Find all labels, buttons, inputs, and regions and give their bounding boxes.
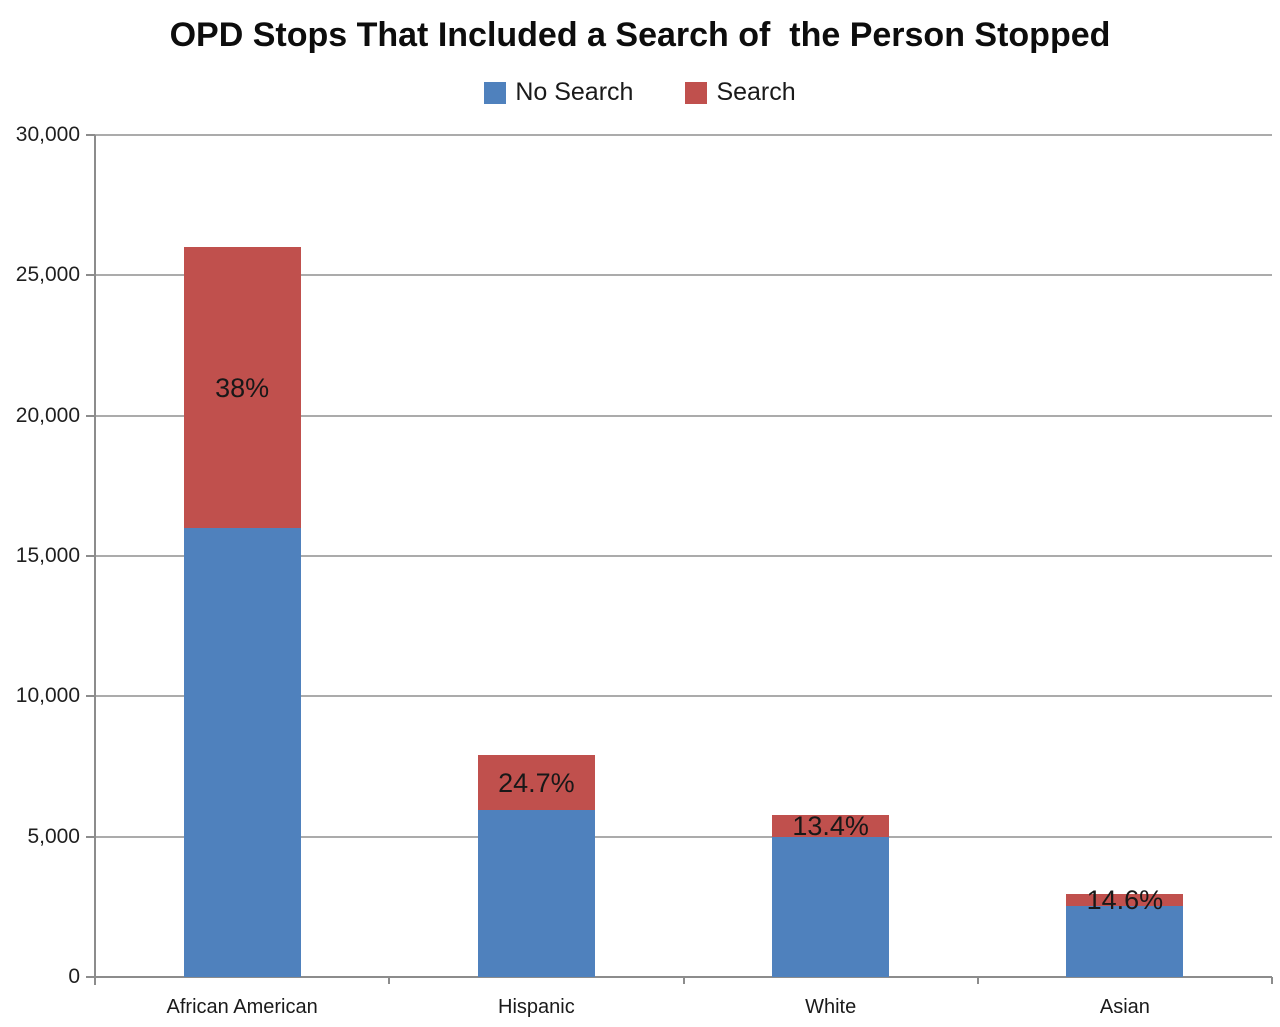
bar-data-label: 24.7% bbox=[498, 767, 575, 798]
bar-segment-no-search-white bbox=[772, 836, 890, 977]
y-axis-tick-label: 20,000 bbox=[15, 403, 80, 427]
bar-segment-search-white bbox=[772, 814, 890, 837]
bar-segment-search-asian bbox=[1066, 894, 1184, 907]
x-axis-tick bbox=[388, 977, 391, 984]
y-axis-tick bbox=[86, 835, 95, 838]
bar-segment-search-african-american bbox=[183, 247, 301, 528]
y-axis-tick bbox=[86, 555, 95, 557]
y-axis-line bbox=[94, 135, 96, 985]
bar-data-label: 14.6% bbox=[1086, 885, 1164, 916]
legend-label-search: Search bbox=[716, 78, 796, 106]
y-axis-tick-label: 5,000 bbox=[27, 824, 80, 848]
bar-segment-no-search-asian bbox=[1066, 906, 1184, 977]
y-axis-tick bbox=[86, 134, 95, 136]
x-axis-category-label: Hispanic bbox=[498, 996, 575, 1018]
y-axis-tick-label: 0 bbox=[68, 965, 80, 988]
x-axis-tick bbox=[682, 977, 685, 984]
gridline bbox=[95, 835, 1272, 838]
y-axis-tick bbox=[86, 695, 95, 698]
bar-segment-search-hispanic bbox=[477, 755, 595, 810]
y-axis-tick-label: 15,000 bbox=[15, 544, 80, 567]
x-axis-category-label: Asian bbox=[1099, 996, 1150, 1018]
bar-data-label: 13.4% bbox=[792, 810, 869, 841]
bar-segment-no-search-hispanic bbox=[477, 810, 595, 977]
y-axis-tick-label: 10,000 bbox=[15, 684, 80, 708]
gridline bbox=[95, 274, 1272, 277]
y-axis-tick-label: 25,000 bbox=[15, 263, 80, 287]
y-axis-tick bbox=[86, 976, 95, 978]
bar-segment-no-search-african-american bbox=[183, 527, 301, 977]
legend-marker-no-search-icon bbox=[484, 81, 507, 104]
y-axis-tick bbox=[86, 274, 95, 277]
legend-item-no-search: No Search bbox=[484, 78, 633, 107]
x-axis-category-label: White bbox=[805, 996, 857, 1018]
x-axis-category-label: African American bbox=[166, 996, 318, 1018]
gridline bbox=[95, 555, 1272, 557]
y-axis-tick-label: 30,000 bbox=[15, 123, 80, 146]
y-axis-tick bbox=[86, 414, 95, 417]
bar-data-label: 38% bbox=[215, 372, 270, 403]
x-axis-tick bbox=[1271, 977, 1273, 984]
chart-title: OPD Stops That Included a Search of the … bbox=[169, 16, 1111, 54]
legend: No Search Search bbox=[0, 78, 1280, 107]
x-axis-tick bbox=[976, 977, 979, 984]
legend-item-search: Search bbox=[685, 78, 796, 107]
gridline bbox=[95, 695, 1272, 698]
legend-marker-search-icon bbox=[685, 81, 708, 104]
legend-label-no-search: No Search bbox=[515, 78, 634, 106]
gridline bbox=[95, 134, 1272, 136]
gridline bbox=[95, 414, 1272, 417]
